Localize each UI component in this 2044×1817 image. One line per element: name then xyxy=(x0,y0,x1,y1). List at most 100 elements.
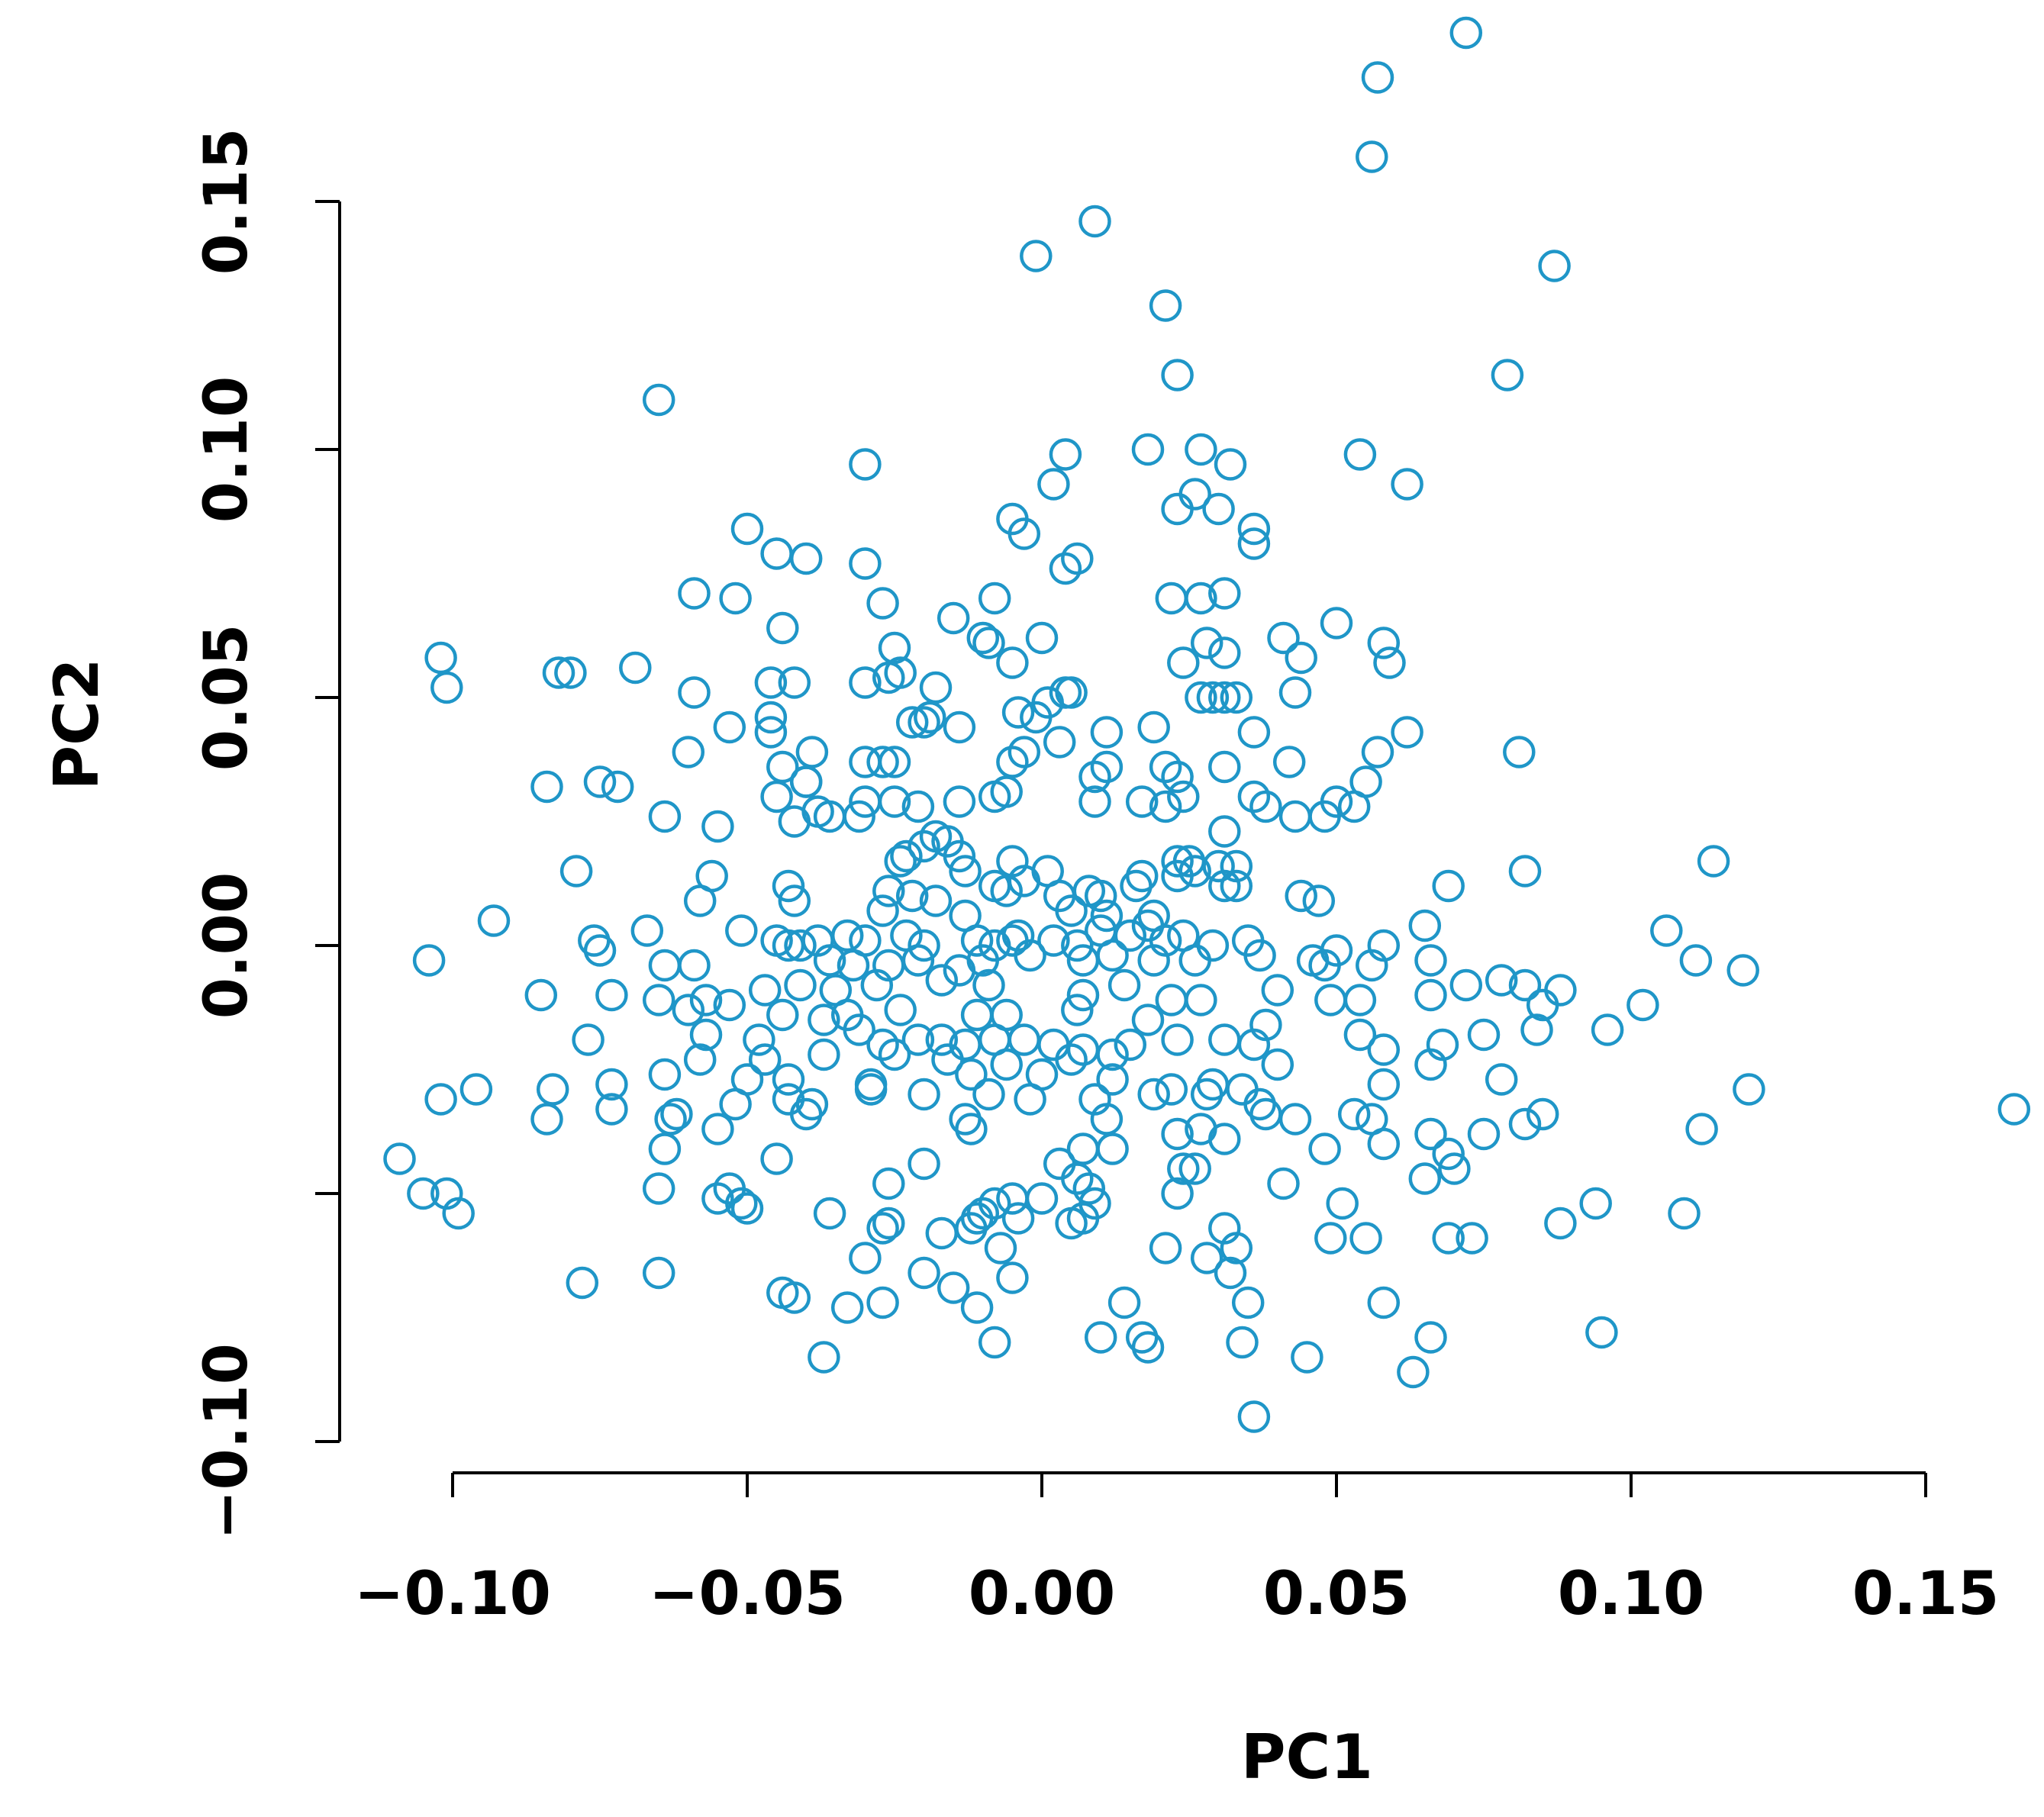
data-point xyxy=(713,988,746,1022)
data-point xyxy=(748,1043,782,1076)
data-point xyxy=(949,855,982,888)
data-point xyxy=(808,1341,840,1374)
data-point xyxy=(1449,16,1483,50)
data-point xyxy=(1291,1341,1323,1374)
x-tick-label: −0.05 xyxy=(649,1560,846,1629)
data-point xyxy=(583,934,617,967)
data-point xyxy=(878,746,911,778)
data-point xyxy=(914,701,946,734)
data-point xyxy=(1278,1103,1312,1136)
data-point xyxy=(1149,1232,1182,1264)
data-point xyxy=(849,746,882,778)
data-point xyxy=(1278,676,1312,709)
data-point xyxy=(1237,1400,1271,1433)
data-point xyxy=(743,1023,775,1056)
data-point xyxy=(595,1093,628,1126)
data-point xyxy=(1208,750,1241,784)
data-point xyxy=(1726,954,1759,987)
data-point xyxy=(1090,716,1124,749)
data-point xyxy=(1526,1097,1559,1131)
data-point xyxy=(795,736,829,768)
data-point xyxy=(843,800,875,833)
data-point xyxy=(901,1023,935,1056)
data-point xyxy=(1337,1097,1371,1131)
data-point xyxy=(748,974,782,1007)
data-point xyxy=(813,944,846,977)
data-point xyxy=(1137,710,1170,744)
data-point xyxy=(884,845,917,878)
data-point xyxy=(1084,879,1117,913)
data-point xyxy=(866,746,899,778)
data-point xyxy=(866,1286,899,1319)
data-point xyxy=(878,1038,911,1071)
data-point xyxy=(1185,433,1217,466)
data-point xyxy=(1120,869,1153,903)
data-point xyxy=(766,750,799,784)
data-point xyxy=(1078,785,1111,818)
data-point xyxy=(990,775,1023,808)
data-point xyxy=(1208,636,1241,669)
data-point xyxy=(972,627,1005,659)
data-point xyxy=(990,1048,1023,1081)
data-point xyxy=(849,448,882,481)
data-point xyxy=(595,978,628,1012)
data-point xyxy=(1061,994,1094,1026)
data-point xyxy=(1508,855,1542,888)
data-point xyxy=(789,765,823,798)
data-point xyxy=(789,542,823,575)
data-point xyxy=(1650,914,1683,947)
data-point xyxy=(542,656,575,689)
data-point xyxy=(1137,944,1170,977)
data-point xyxy=(701,810,734,843)
data-point xyxy=(1014,939,1046,972)
data-point xyxy=(884,994,917,1026)
data-point xyxy=(1226,1073,1259,1106)
data-point xyxy=(477,904,511,937)
data-point xyxy=(1349,1222,1382,1255)
data-point xyxy=(908,830,940,863)
data-point xyxy=(1190,627,1223,659)
data-point xyxy=(960,1291,994,1324)
data-point xyxy=(530,1103,563,1136)
data-point xyxy=(1414,1321,1447,1354)
data-point xyxy=(1397,1355,1430,1389)
data-point xyxy=(778,666,811,699)
y-ticks: −0.10 0.00 0.05 0.10 0.15 xyxy=(192,128,340,1540)
data-point xyxy=(955,1113,988,1145)
data-point xyxy=(701,1182,734,1215)
data-point xyxy=(996,1261,1029,1294)
data-point xyxy=(412,944,446,977)
data-point xyxy=(1131,909,1165,942)
data-point xyxy=(672,736,705,768)
data-point xyxy=(601,770,634,804)
data-point xyxy=(1585,1316,1618,1349)
data-point xyxy=(849,1242,882,1274)
data-point xyxy=(1025,621,1059,655)
data-point xyxy=(1356,140,1388,173)
data-point xyxy=(1414,1048,1447,1081)
data-point xyxy=(1078,205,1111,238)
data-point xyxy=(713,710,746,744)
data-point xyxy=(1208,1023,1241,1056)
data-point xyxy=(1626,988,1659,1022)
data-point xyxy=(683,884,717,917)
data-point xyxy=(1178,855,1211,888)
data-point xyxy=(1037,468,1070,501)
data-point xyxy=(424,1083,457,1116)
data-point xyxy=(1538,250,1571,282)
data-point xyxy=(772,869,805,903)
data-point xyxy=(1220,1232,1253,1264)
data-point xyxy=(1167,646,1200,679)
data-point xyxy=(1020,701,1053,734)
data-point xyxy=(990,875,1023,907)
x-tick-label: 0.15 xyxy=(1852,1560,1999,1629)
data-point xyxy=(872,1207,905,1240)
data-point xyxy=(1202,492,1235,526)
data-point xyxy=(1149,750,1182,784)
data-point xyxy=(1314,1222,1347,1255)
data-point xyxy=(1208,577,1241,610)
data-point xyxy=(1414,978,1447,1012)
data-point xyxy=(1391,716,1423,749)
data-point xyxy=(701,1113,734,1145)
